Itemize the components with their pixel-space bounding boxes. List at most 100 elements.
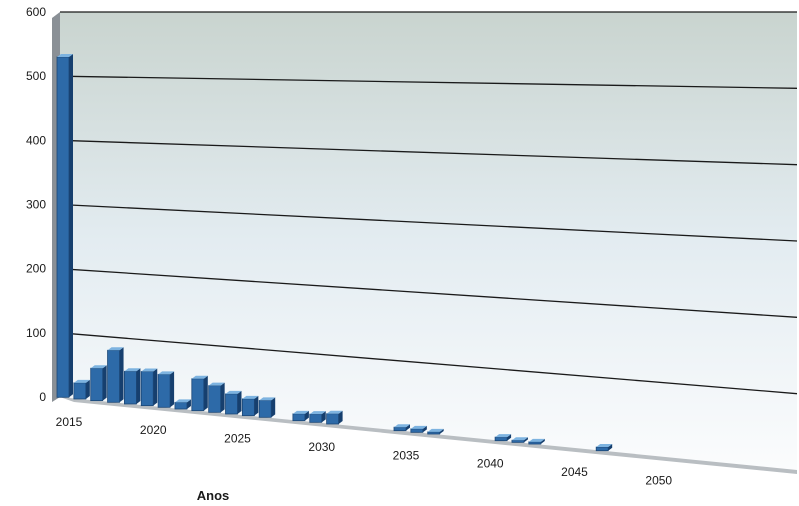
bar-front xyxy=(208,385,222,413)
gridline xyxy=(59,203,798,242)
bar-front xyxy=(157,373,171,408)
bar-top xyxy=(511,437,528,441)
bar-side xyxy=(119,347,124,403)
bar-top xyxy=(495,434,512,438)
y-tick-label: 500 xyxy=(26,69,46,83)
bar-front xyxy=(140,371,154,407)
plot-floor xyxy=(60,397,797,474)
gridlines xyxy=(59,11,798,395)
gridline xyxy=(59,268,798,318)
y-tick-label: 300 xyxy=(26,198,46,212)
bar-side xyxy=(540,438,545,445)
bar xyxy=(208,382,225,413)
bar-front xyxy=(90,367,104,402)
bar-top xyxy=(57,53,73,57)
bar xyxy=(73,379,90,400)
y-tick-label: 0 xyxy=(39,390,46,404)
bar-top xyxy=(141,368,158,372)
bar-top xyxy=(225,390,242,394)
x-tick-label: 2050 xyxy=(645,473,672,487)
bar-top xyxy=(309,411,326,415)
bars xyxy=(56,53,613,452)
bar xyxy=(292,410,309,422)
bar-top xyxy=(73,379,90,383)
bar xyxy=(241,395,259,417)
y-tick-label: 200 xyxy=(26,262,46,276)
plot-wall xyxy=(60,12,797,470)
bar-side xyxy=(85,379,90,399)
bar xyxy=(595,444,613,452)
bar-side xyxy=(507,434,512,441)
bar-front xyxy=(191,378,205,412)
bar-top xyxy=(326,410,343,414)
bar-side xyxy=(304,410,309,421)
bar-side xyxy=(186,399,191,409)
bar-side xyxy=(102,365,107,401)
bar xyxy=(225,390,242,415)
bar xyxy=(157,371,175,408)
bar xyxy=(528,438,545,445)
bar-front xyxy=(73,382,87,400)
bar-side xyxy=(338,410,343,425)
bar-front xyxy=(174,401,188,410)
bar-top xyxy=(292,410,309,414)
bar xyxy=(90,365,107,402)
bar xyxy=(258,397,276,418)
bar-top xyxy=(191,375,208,379)
bar-side xyxy=(406,424,410,431)
bar-side xyxy=(608,444,613,451)
x-tick-label: 2020 xyxy=(140,423,167,437)
bar-side xyxy=(170,371,175,408)
bar-front xyxy=(56,56,70,398)
bar-side xyxy=(237,390,242,414)
bar-top xyxy=(174,399,191,403)
bar-side xyxy=(153,368,158,406)
bar xyxy=(494,434,512,442)
bar-front xyxy=(326,413,340,425)
bar-side xyxy=(203,375,208,411)
bar-top xyxy=(528,438,545,442)
x-tick-label: 2040 xyxy=(477,457,504,471)
x-axis-title: Anos xyxy=(197,488,230,503)
bar xyxy=(309,411,326,423)
bar-top xyxy=(90,365,107,369)
bar-side xyxy=(136,368,141,404)
gridline xyxy=(59,75,798,89)
bar-front xyxy=(595,446,609,452)
bar xyxy=(191,375,208,412)
bar-side xyxy=(439,428,444,435)
bar xyxy=(393,424,410,432)
bar-front xyxy=(511,439,525,443)
bar xyxy=(107,347,124,403)
y-tick-label: 600 xyxy=(26,5,46,19)
bar-front xyxy=(410,428,424,433)
bar-top xyxy=(410,425,427,429)
bar xyxy=(410,425,427,433)
x-tick-label: 2025 xyxy=(224,432,251,446)
bar xyxy=(511,437,528,443)
bar-front xyxy=(124,370,137,405)
bar-front xyxy=(494,436,508,442)
bar-side xyxy=(523,437,528,443)
bar-front xyxy=(528,441,542,445)
gridline xyxy=(59,332,798,395)
bar-top xyxy=(208,382,225,386)
bar-top xyxy=(427,428,444,432)
bar-side xyxy=(220,382,225,413)
bar-side xyxy=(321,411,326,423)
bar-front xyxy=(258,400,272,418)
x-tick-label: 2045 xyxy=(561,465,588,479)
bar-top xyxy=(394,424,410,428)
bar xyxy=(56,53,73,398)
bar xyxy=(326,410,343,425)
bar-top xyxy=(124,368,141,372)
bar-front xyxy=(107,349,120,403)
bar-front xyxy=(225,393,238,415)
bar xyxy=(124,368,141,405)
bar-side xyxy=(69,53,73,398)
bar-side xyxy=(254,395,259,416)
bar xyxy=(140,368,158,407)
bar-top xyxy=(596,444,613,448)
bar-front xyxy=(241,398,255,417)
